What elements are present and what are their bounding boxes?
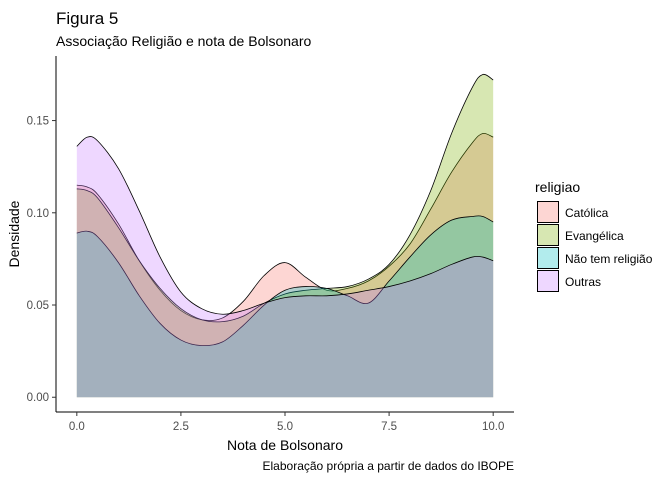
legend-key xyxy=(537,224,559,246)
legend-key-bg xyxy=(537,224,559,246)
legend-key-bg xyxy=(537,270,559,292)
density-area-1 xyxy=(76,74,494,398)
legend-key xyxy=(537,247,559,269)
x-tick-label: 10.0 xyxy=(482,421,504,433)
chart-subtitle: Associação Religião e nota de Bolsonaro xyxy=(56,33,311,49)
density-area-0 xyxy=(76,133,494,398)
chart-title: Figura 5 xyxy=(56,9,118,28)
legend: religiao Católica Evangélica Não tem relig… xyxy=(535,179,653,292)
x-tick-label: 7.5 xyxy=(381,421,397,433)
y-axis-title: Densidade xyxy=(6,200,22,267)
legend-key xyxy=(537,270,559,292)
y-axis-ticks: 0.00 0.05 0.10 0.15 xyxy=(27,116,56,404)
x-tick-label: 5.0 xyxy=(277,421,293,433)
y-tick-label: 0.15 xyxy=(27,116,49,128)
legend-label: Evangélica xyxy=(565,229,624,243)
legend-label: Outras xyxy=(565,275,601,289)
x-axis-ticks: 0.0 2.5 5.0 7.5 10.0 xyxy=(69,412,504,433)
density-line-1 xyxy=(76,73,494,323)
y-tick-label: 0.05 xyxy=(27,300,49,312)
caption: Elaboração própria a partir de dados do … xyxy=(263,459,514,473)
legend-key xyxy=(537,201,559,223)
density-line-0 xyxy=(76,132,494,321)
x-tick-label: 2.5 xyxy=(173,421,189,433)
density-area-2 xyxy=(76,215,494,398)
legend-label: Não tem religião xyxy=(565,252,653,266)
legend-label: Católica xyxy=(565,206,609,220)
y-tick-label: 0.10 xyxy=(27,208,49,220)
density-line-2 xyxy=(76,215,494,347)
plot-area xyxy=(76,73,494,398)
x-tick-label: 0.0 xyxy=(69,421,85,433)
legend-key-bg xyxy=(537,247,559,269)
density-line-3 xyxy=(76,136,494,315)
y-tick-label: 0.00 xyxy=(27,392,49,404)
legend-title: religiao xyxy=(535,179,580,195)
x-axis-title: Nota de Bolsonaro xyxy=(227,437,343,453)
density-area-3 xyxy=(76,136,494,398)
legend-key-bg xyxy=(537,201,559,223)
